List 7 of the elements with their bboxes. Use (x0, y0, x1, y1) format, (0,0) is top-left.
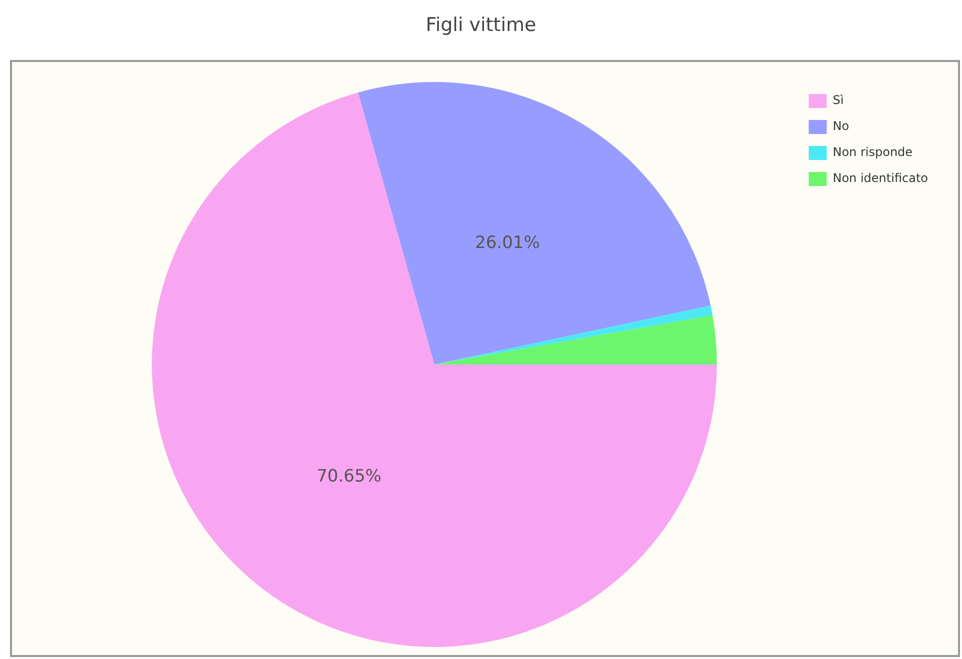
legend-label: Sì (832, 93, 844, 108)
data-label: 70.65% (316, 466, 382, 486)
legend-label: Non risponde (832, 145, 913, 160)
legend-label: Non identificato (832, 171, 928, 186)
chart-title: Figli vittime (424, 14, 538, 36)
legend-label: No (832, 119, 850, 134)
data-label: 26.01% (475, 233, 540, 254)
